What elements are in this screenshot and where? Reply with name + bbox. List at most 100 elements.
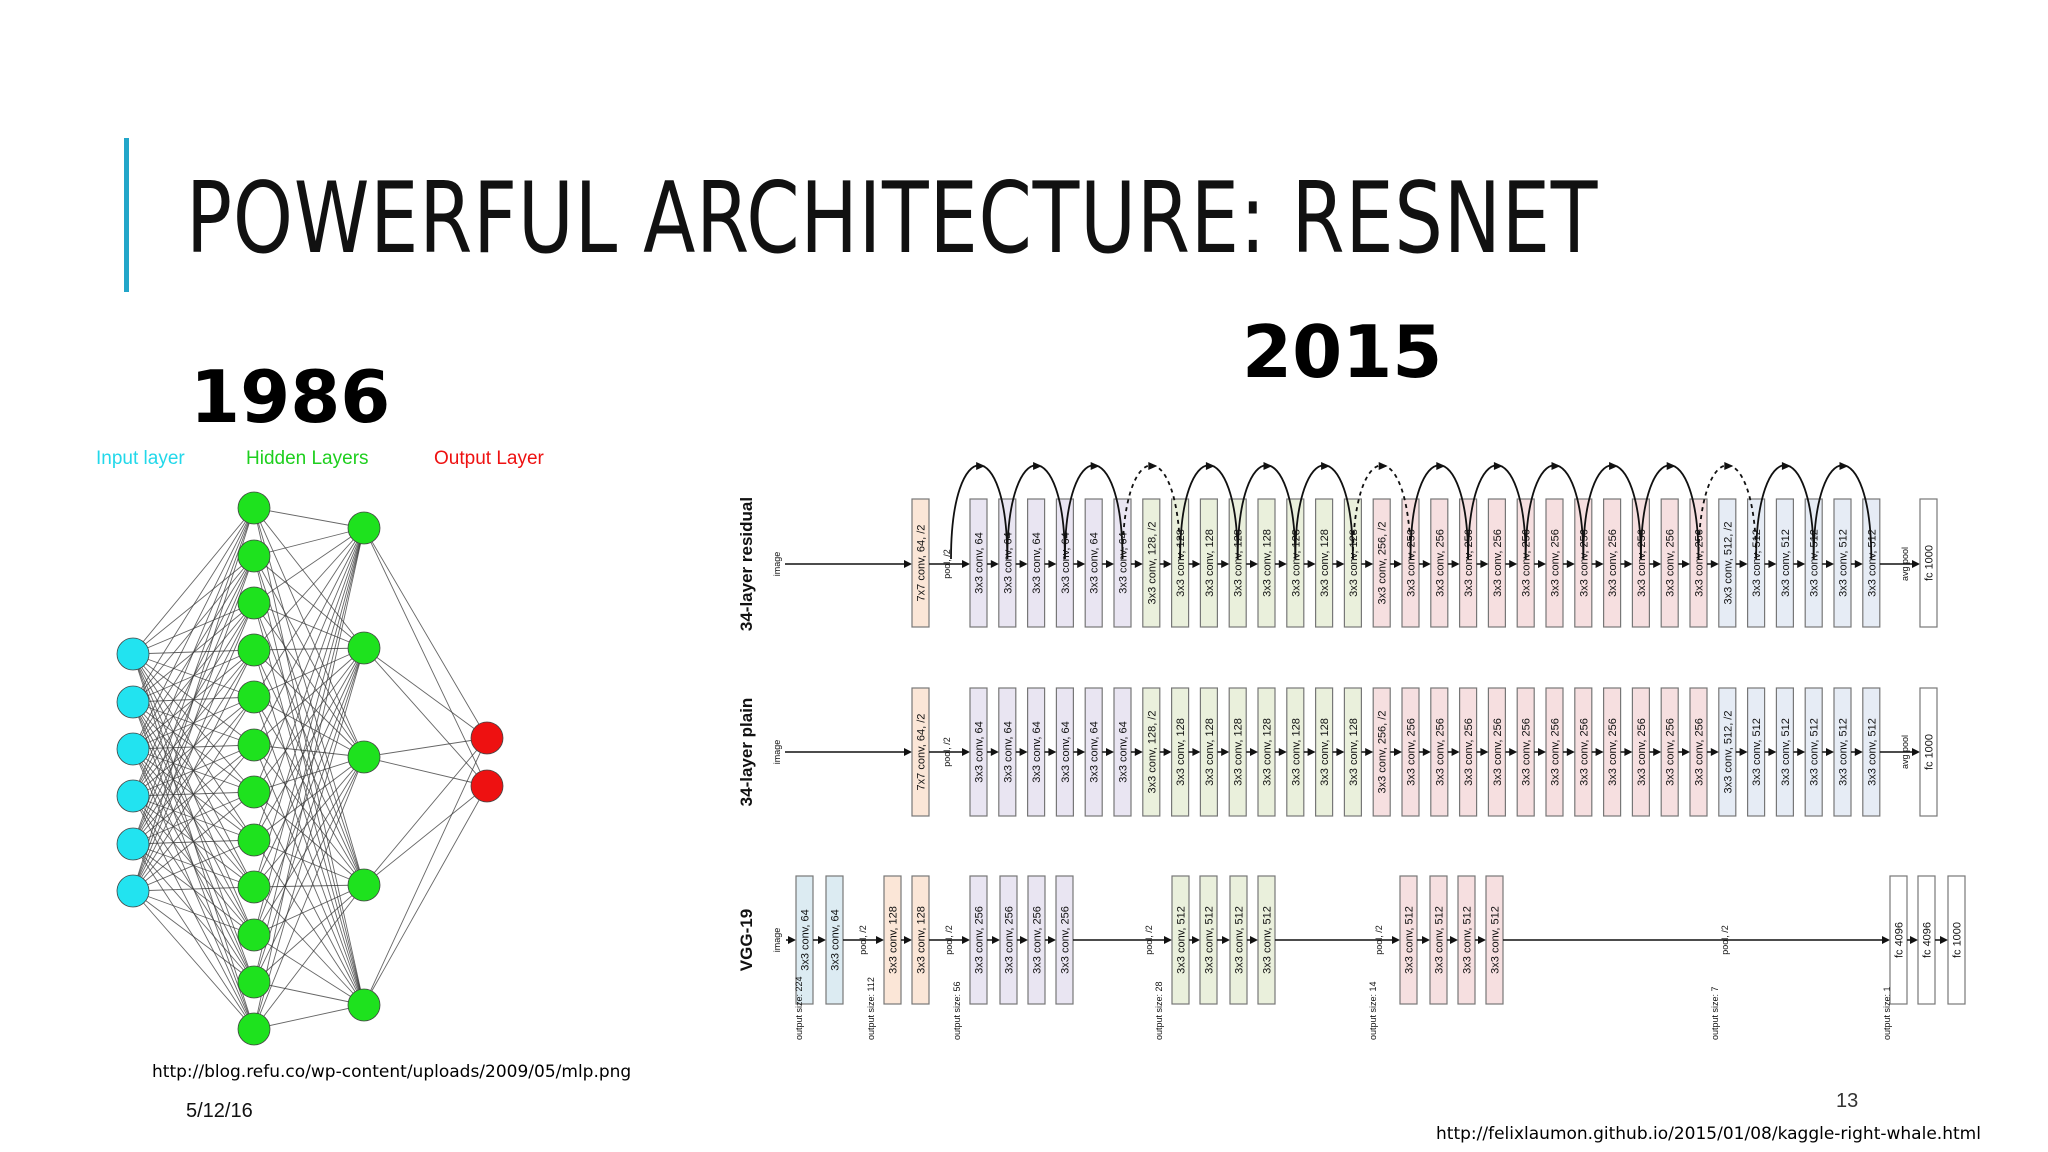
plain-stem-label: 7x7 conv, 64, /2	[916, 714, 928, 791]
residual-skip-arrowhead	[1321, 462, 1331, 470]
residual-block-label: 3x3 conv, 64	[1031, 532, 1043, 594]
residual-arrow-head	[1682, 560, 1690, 568]
residual-block-rect	[1775, 498, 1795, 628]
vgg-block-label: 3x3 conv, 128	[888, 906, 900, 974]
plain-block: 3x3 conv, 64	[969, 687, 988, 817]
plain-block: 3x3 conv, 256	[1401, 687, 1420, 817]
mlp-hidden1-node	[237, 918, 271, 952]
residual-block-rect	[1113, 498, 1132, 628]
vgg-arrow-head	[818, 936, 826, 944]
mlp-edge	[253, 555, 365, 758]
mlp-edge	[253, 507, 365, 649]
plain-block-label: 3x3 conv, 512, /2	[1722, 711, 1734, 794]
mlp-edge	[253, 649, 365, 758]
plain-stem-arrow-head	[962, 748, 970, 756]
vgg-block-label: 3x3 conv, 256	[1004, 906, 1016, 974]
mlp-edge	[253, 527, 365, 793]
residual-block: 3x3 conv, 512	[1804, 498, 1823, 628]
residual-arrow-head	[1480, 560, 1489, 568]
residual-arrow-head	[1394, 560, 1402, 568]
plain-arrow-head	[1624, 748, 1633, 756]
vgg-block: fc 4096	[1917, 875, 1936, 1005]
plain-block-label: 3x3 conv, 256	[1492, 718, 1504, 786]
residual-block-rect	[969, 498, 988, 628]
mlp-edge	[253, 507, 365, 758]
residual-block-rect	[1430, 498, 1449, 628]
plain-block-label: 3x3 conv, 64	[1060, 721, 1072, 783]
mlp-edge	[253, 527, 365, 557]
residual-block-label: 3x3 conv, 512	[1751, 529, 1763, 597]
vgg-block: 3x3 conv, 256	[1027, 875, 1046, 1005]
plain-block-label: 3x3 conv, 512	[1751, 718, 1763, 786]
residual-arrow-head	[1278, 560, 1287, 568]
mlp-edge	[132, 507, 255, 655]
residual-block-label: 3x3 conv, 256	[1550, 529, 1562, 597]
mlp-edge	[132, 886, 255, 892]
residual-block-label: 3x3 conv, 256	[1434, 529, 1446, 597]
residual-block-label: 3x3 conv, 256	[1665, 529, 1677, 597]
vgg-block-label: fc 1000	[1952, 922, 1964, 958]
plain-arrow-head	[1336, 748, 1345, 756]
residual-arrow-head	[1019, 560, 1028, 568]
plain-block: 3x3 conv, 512	[1862, 687, 1881, 817]
residual-arrow-head	[1538, 560, 1546, 568]
mlp-edges	[132, 507, 488, 1030]
mlp-edge	[253, 527, 365, 1030]
residual-block: 3x3 conv, 128	[1199, 498, 1219, 628]
residual-fc: fc 1000	[1919, 498, 1938, 628]
plain-block: 3x3 conv, 256	[1689, 687, 1708, 817]
mlp-edge	[132, 602, 255, 892]
vgg-block-label: fc 4096	[1894, 922, 1906, 958]
plain-block-label: 3x3 conv, 128	[1290, 718, 1302, 786]
plain-block-label: 3x3 conv, 64	[1031, 721, 1043, 783]
mlp-edge	[363, 756, 488, 787]
mlp-edge	[253, 647, 365, 983]
plain-block: 3x3 conv, 64	[1113, 687, 1132, 817]
plain-block: 3x3 conv, 64	[1026, 687, 1046, 817]
resnet-source-url[interactable]: http://felixlaumon.github.io/2015/01/08/…	[1436, 1124, 1981, 1144]
residual-block-rect	[1660, 498, 1679, 628]
vgg-block-rect	[1947, 875, 1966, 1005]
vgg-name: VGG-19	[737, 909, 756, 971]
residual-block-rect	[1199, 498, 1219, 628]
residual-arrow-head	[1451, 560, 1460, 568]
plain-block: 3x3 conv, 128	[1257, 687, 1276, 817]
residual-block-label: 3x3 conv, 256	[1636, 529, 1648, 597]
residual-block: 3x3 conv, 256, /2	[1372, 498, 1391, 628]
plain-block: 3x3 conv, 512, /2	[1718, 687, 1737, 817]
residual-block-rect	[1026, 498, 1046, 628]
mlp-edge	[253, 696, 365, 758]
plain-block-label: 3x3 conv, 128	[1348, 718, 1360, 786]
plain-input-arrow-head	[904, 748, 912, 756]
mlp-edge	[132, 744, 255, 892]
mlp-source-url[interactable]: http://blog.refu.co/wp-content/uploads/2…	[152, 1062, 632, 1082]
residual-block-rect	[1314, 498, 1334, 628]
plain-block-label: 3x3 conv, 64	[1002, 721, 1014, 783]
residual-arrow-head	[1307, 560, 1316, 568]
residual-block: 3x3 conv, 256	[1602, 498, 1622, 628]
plain-block: 3x3 conv, 128	[1228, 687, 1247, 817]
plain-block-label: 3x3 conv, 128	[1262, 718, 1274, 786]
mlp-edge	[132, 696, 255, 892]
residual-skip-arrowhead	[1609, 462, 1619, 470]
residual-block: 3x3 conv, 512	[1833, 498, 1852, 628]
residual-avg-arrow-head	[1912, 560, 1920, 568]
residual-name: 34-layer residual	[737, 497, 756, 631]
plain-arrow-head	[1854, 748, 1863, 756]
plain-block: 3x3 conv, 64	[1084, 687, 1103, 817]
residual-block-rect	[1487, 498, 1507, 628]
vgg-arrow-head	[962, 936, 970, 944]
residual-arrow-head	[1509, 560, 1518, 568]
slide-page-number: 13	[1836, 1090, 1859, 1112]
plain-block-label: 3x3 conv, 128	[1204, 718, 1216, 786]
residual-arrow-head	[1854, 560, 1863, 568]
mlp-edge	[363, 785, 488, 886]
residual-arrow-head	[1595, 560, 1604, 568]
residual-block: 3x3 conv, 64	[1026, 498, 1046, 628]
residual-skip-arrowhead	[976, 462, 986, 470]
residual-arrow-head	[1163, 560, 1172, 568]
mlp-edge	[363, 785, 488, 1006]
vgg-block: 3x3 conv, 512	[1171, 875, 1190, 1005]
plain-block: 3x3 conv, 256	[1516, 687, 1535, 817]
